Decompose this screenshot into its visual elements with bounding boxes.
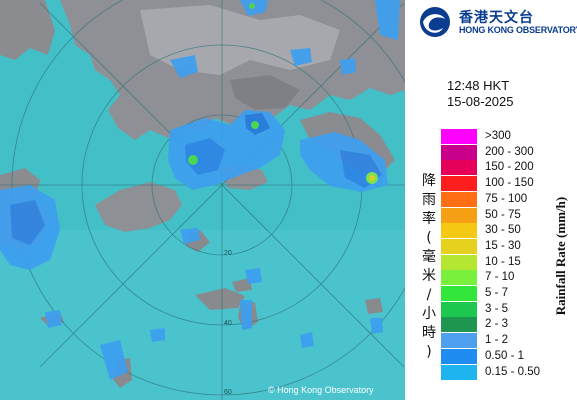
legend-label: 15 - 30	[485, 239, 521, 252]
range-label-60: 60	[224, 389, 232, 396]
legend-panel: 香港天文台 HONG KONG OBSERVATORY 12:48 HKT 15…	[405, 0, 577, 400]
hko-logo[interactable]: 香港天文台 HONG KONG OBSERVATORY	[415, 6, 577, 40]
legend-swatch	[441, 348, 477, 364]
legend-label: 5 - 7	[485, 287, 509, 299]
copyright-text: © Hong Kong Observatory	[268, 385, 374, 395]
legend-swatch	[441, 286, 477, 301]
legend-label: 3 - 5	[485, 302, 509, 315]
legend-swatch	[441, 207, 477, 223]
timestamp-time: 12:48 HKT	[447, 78, 510, 93]
legend-label: 0.15 - 0.50	[485, 365, 540, 378]
legend-label: 10 - 15	[485, 255, 521, 268]
legend-label: 7 - 10	[485, 271, 515, 284]
range-label-40: 40	[224, 320, 232, 327]
legend-swatch	[441, 254, 477, 270]
legend-title-cn: 降雨率(毫米 / 小時)	[422, 173, 436, 360]
rain-echoes	[0, 0, 400, 380]
logo-name-en: HONG KONG OBSERVATORY	[459, 25, 577, 35]
legend-swatch	[441, 364, 477, 380]
legend-label: 2 - 3	[485, 318, 509, 331]
legend-swatch	[441, 317, 477, 333]
legend-swatch	[441, 160, 477, 176]
legend-swatch	[441, 238, 477, 254]
legend-swatch	[441, 223, 477, 239]
legend-label: 75 - 100	[485, 192, 528, 205]
legend-title-en: Rainfall Rate (mm/h)	[553, 196, 568, 316]
legend-label: >300	[485, 130, 511, 142]
legend-label: 50 - 75	[485, 208, 521, 221]
legend-swatch	[441, 129, 477, 144]
radar-map[interactable]: 20 40 60	[0, 0, 405, 400]
legend-label: 150 - 200	[485, 161, 534, 174]
legend-label: 1 - 2	[485, 334, 509, 347]
legend-swatch	[441, 144, 477, 160]
west-coast-land	[0, 0, 55, 60]
legend-label: 100 - 150	[485, 177, 534, 190]
logo-name-cn: 香港天文台	[459, 10, 534, 26]
lantau-island	[95, 182, 182, 232]
legend-swatch	[441, 301, 477, 317]
timestamp-date: 15-08-2025	[447, 94, 514, 109]
hko-swirl-logo-icon	[420, 7, 450, 37]
legend-swatch	[441, 270, 477, 286]
legend-label: 200 - 300	[485, 145, 534, 158]
legend-swatch	[441, 176, 477, 192]
legend-swatch	[441, 191, 477, 207]
legend-swatch	[441, 333, 477, 349]
legend-label: 30 - 50	[485, 224, 521, 237]
legend-label: 0.50 - 1	[485, 349, 524, 362]
range-label-20: 20	[224, 250, 232, 257]
